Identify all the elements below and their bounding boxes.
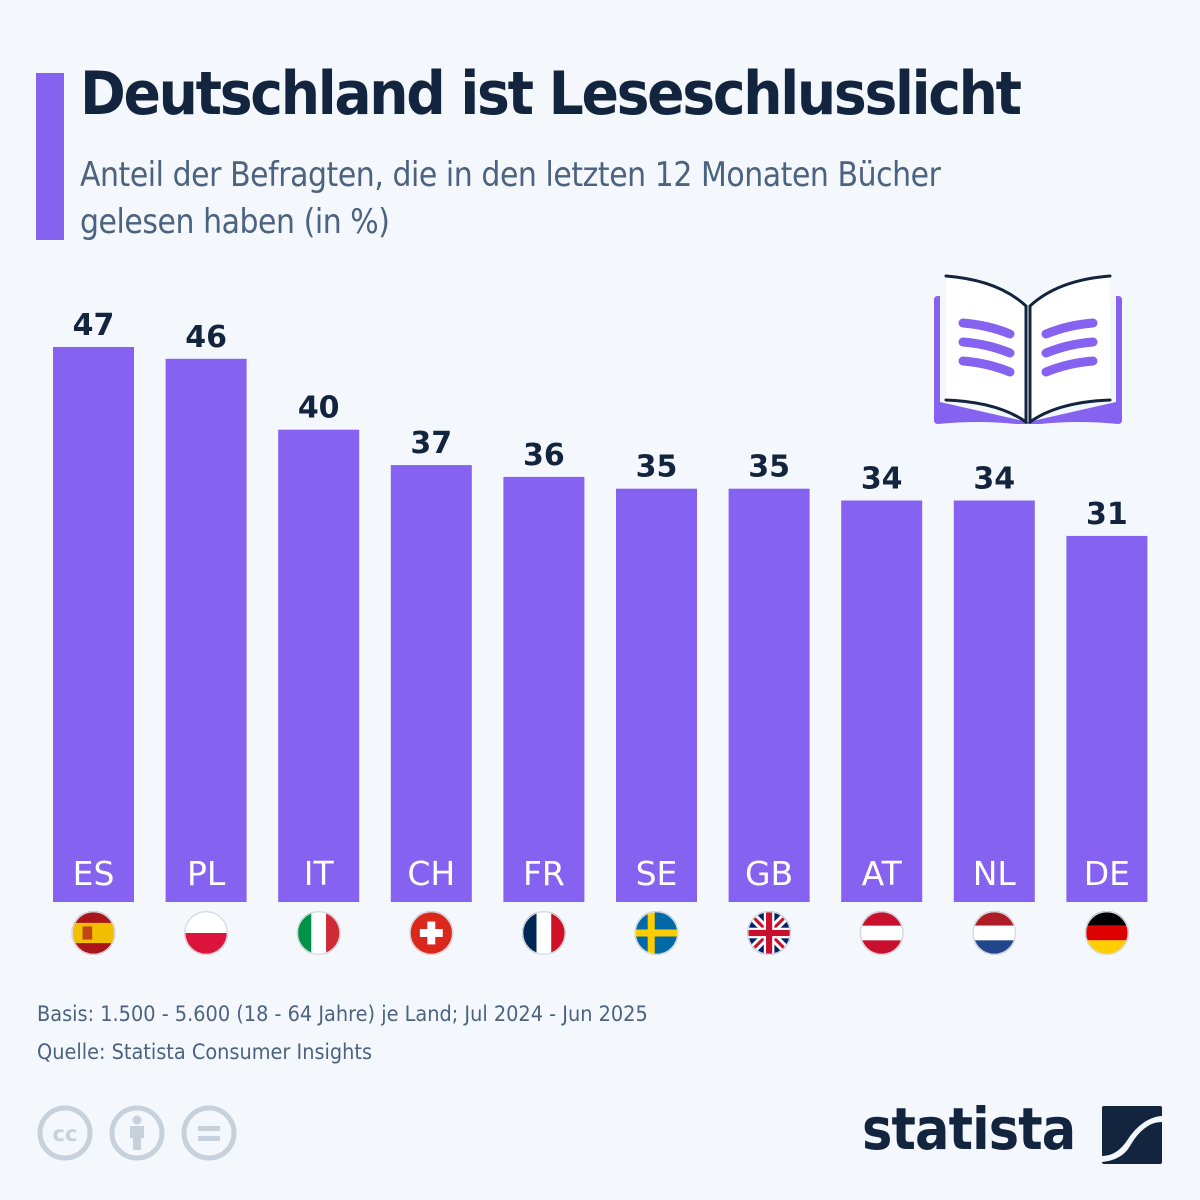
value-label-gb: 35: [748, 450, 790, 485]
statista-logo[interactable]: statista: [862, 1095, 1162, 1164]
open-book-icon: [934, 274, 1122, 424]
category-label-nl: NL: [973, 854, 1017, 893]
bar-it: [278, 429, 360, 902]
bar-ch: [390, 465, 472, 902]
value-label-fr: 36: [523, 438, 565, 473]
source-note: Quelle: Statista Consumer Insights: [37, 1040, 373, 1064]
basis-note: Basis: 1.500 - 5.600 (18 - 64 Jahre) je …: [37, 1002, 648, 1026]
value-label-es: 47: [73, 308, 115, 343]
poland-flag-icon: [184, 911, 229, 955]
italy-flag-icon: [296, 911, 341, 955]
bar-es: [53, 347, 134, 902]
bar-gb: [728, 488, 810, 902]
category-label-fr: FR: [523, 854, 565, 893]
category-label-pl: PL: [187, 854, 226, 893]
bar-de: [1066, 535, 1148, 902]
title-accent-bar: [36, 73, 64, 240]
category-label-de: DE: [1084, 854, 1130, 893]
category-label-ch: CH: [407, 854, 455, 893]
svg-text:cc: cc: [53, 1122, 78, 1146]
bar-se: [616, 488, 697, 902]
value-label-ch: 37: [410, 426, 452, 461]
page-subtitle: Anteil der Befragten, die in den letzten…: [80, 155, 941, 242]
license-icons: cc: [36, 1104, 238, 1162]
no-derivatives-icon[interactable]: [180, 1104, 238, 1162]
page-title: Deutschland ist Leseschlusslicht: [80, 59, 1022, 129]
france-flag-icon: [521, 911, 566, 955]
bar-pl: [165, 358, 247, 903]
austria-flag-icon: [859, 911, 904, 955]
germany-flag-icon: [1084, 911, 1129, 955]
category-label-es: ES: [73, 854, 115, 893]
value-label-it: 40: [298, 391, 340, 426]
bar-at: [841, 500, 923, 902]
brand-wordmark: statista: [862, 1095, 1076, 1163]
category-label-it: IT: [304, 854, 335, 893]
category-label-gb: GB: [745, 854, 793, 893]
sweden-flag-icon: [634, 911, 679, 955]
cc-icon[interactable]: cc: [36, 1104, 94, 1162]
value-label-pl: 46: [185, 320, 227, 355]
uk-flag-icon: [747, 911, 792, 955]
bar-chart: 47 ES 46 PL 40 IT 37 CH 36 FR 35 SE 35 GB 34 AT 34 NL 31 DE: [53, 308, 1148, 955]
bar-nl: [953, 500, 1035, 902]
spain-flag-icon: [71, 911, 116, 955]
value-label-se: 35: [636, 450, 678, 485]
netherlands-flag-icon: [972, 911, 1017, 955]
attribution-icon[interactable]: [108, 1104, 166, 1162]
value-label-de: 31: [1086, 497, 1128, 532]
bar-fr: [503, 476, 585, 902]
category-label-se: SE: [636, 854, 678, 893]
value-label-at: 34: [861, 462, 903, 497]
statista-mark-icon: [1102, 1106, 1162, 1164]
switzerland-flag-icon: [409, 911, 454, 955]
value-label-nl: 34: [973, 462, 1015, 497]
category-label-at: AT: [862, 854, 903, 893]
